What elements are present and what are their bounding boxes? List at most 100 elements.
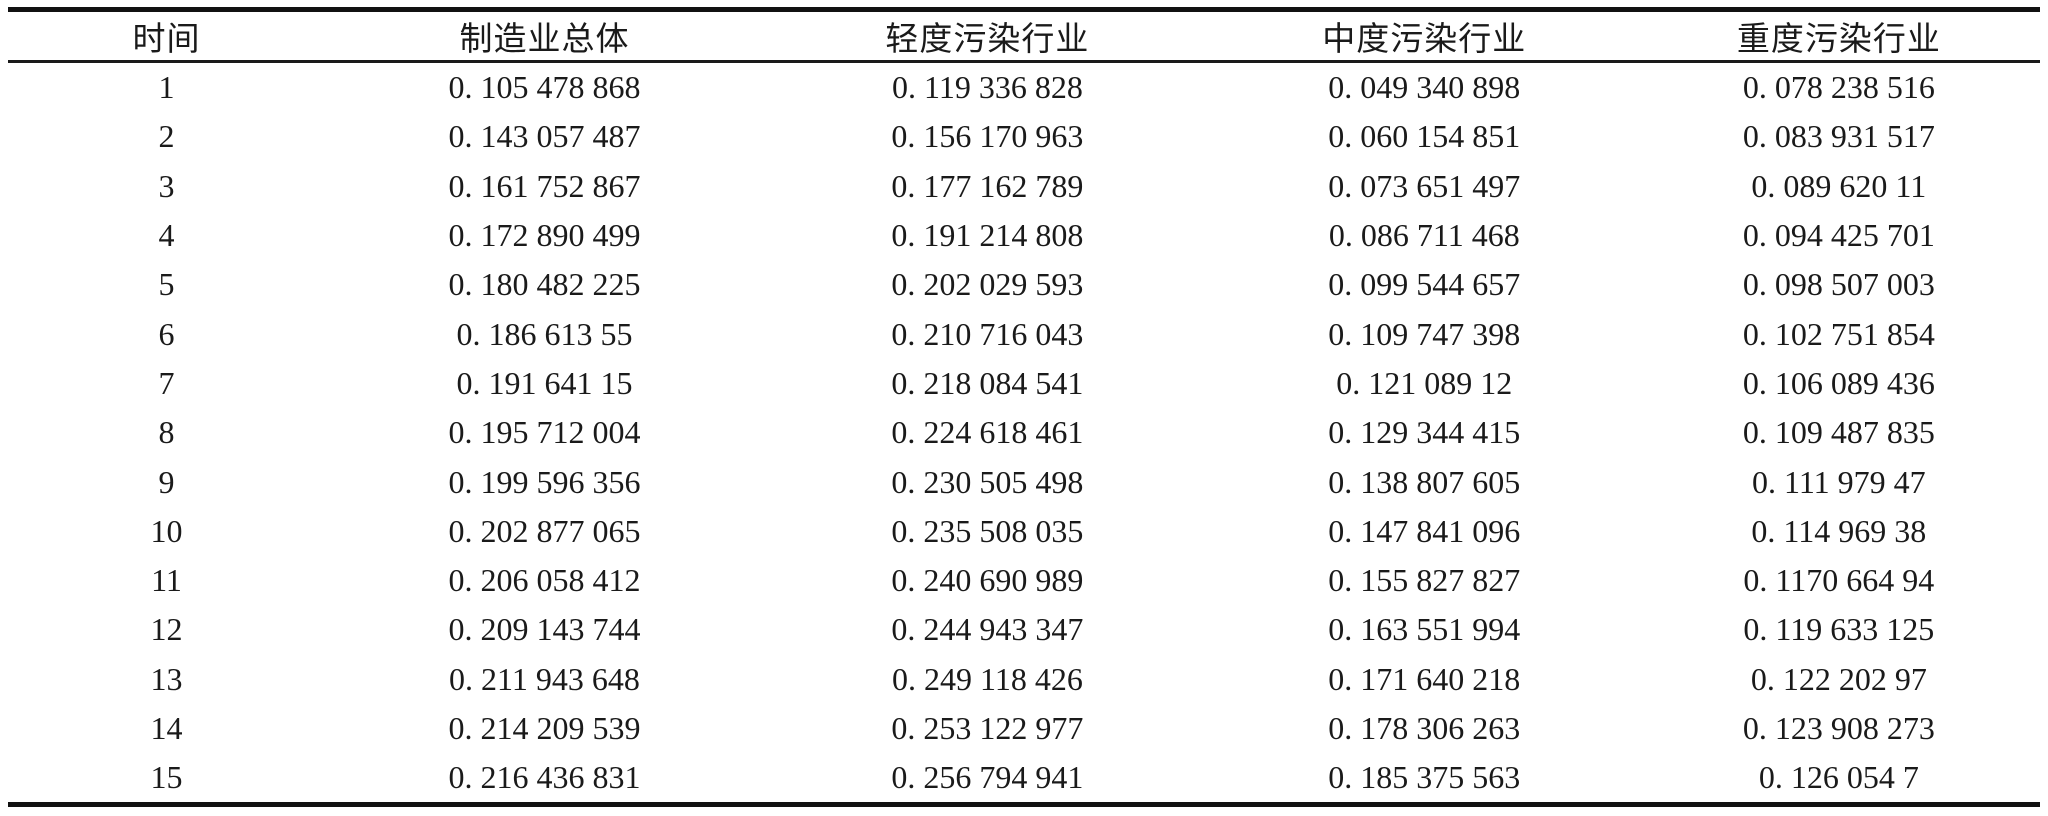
value-cell: 0. 109 747 398	[1328, 315, 1521, 352]
value-cell: 0. 119 633 125	[1743, 611, 1935, 648]
table-row: 15 0. 216 436 831 0. 256 794 941 0. 185 375…	[8, 753, 2040, 805]
value-cell: 0. 253 122 977	[891, 710, 1084, 746]
value-cell: 0. 099 544 657	[1328, 266, 1521, 303]
value-cell: 0. 178 306 263	[1328, 710, 1521, 746]
value-cell: 0. 211 943 648	[449, 660, 640, 697]
time-cell: 9	[158, 463, 175, 500]
value-cell: 0. 122 202 97	[1750, 660, 1927, 697]
time-cell: 3	[158, 167, 175, 204]
time-cell: 10	[150, 512, 183, 549]
value-cell: 0. 218 084 541	[891, 364, 1084, 401]
time-cell: 14	[150, 710, 183, 746]
value-cell: 0. 240 690 989	[891, 562, 1084, 599]
header-manufacturing-total: 制造业总体	[324, 9, 764, 63]
table-row: 11 0. 206 058 412 0. 240 690 989 0. 155 827…	[8, 556, 2040, 605]
value-cell: 0. 256 794 941	[891, 759, 1084, 796]
value-cell: 0. 102 751 854	[1742, 315, 1935, 352]
value-cell: 0. 060 154 851	[1328, 118, 1521, 155]
value-cell: 0. 199 596 356	[448, 463, 641, 500]
table-row: 9 0. 199 596 356 0. 230 505 498 0. 138 807 …	[8, 457, 2040, 506]
value-cell: 0. 1170 664 94	[1743, 562, 1935, 599]
value-cell: 0. 235 508 035	[891, 512, 1084, 549]
table-row: 8 0. 195 712 004 0. 224 618 461 0. 129 344 …	[8, 408, 2040, 457]
value-cell: 0. 155 827 827	[1328, 562, 1521, 599]
value-cell: 0. 210 716 043	[891, 315, 1084, 352]
value-cell: 0. 147 841 096	[1328, 512, 1521, 549]
value-cell: 0. 078 238 516	[1742, 69, 1935, 106]
value-cell: 0. 216 436 831	[448, 759, 641, 796]
table-row: 14 0. 214 209 539 0. 253 122 977 0. 178 306…	[8, 704, 2040, 753]
value-cell: 0. 177 162 789	[891, 167, 1084, 204]
time-cell: 4	[158, 217, 175, 254]
value-cell: 0. 156 170 963	[891, 118, 1084, 155]
table-row: 6 0. 186 613 55 0. 210 716 043 0. 109 747 3…	[8, 309, 2040, 358]
value-cell: 0. 109 487 835	[1742, 414, 1935, 451]
header-medium-pollution-industry: 中度污染行业	[1210, 9, 1638, 63]
value-cell: 0. 202 877 065	[448, 512, 641, 549]
table-row: 1 0. 105 478 868 0. 119 336 828 0. 049 340 …	[8, 62, 2040, 113]
value-cell: 0. 163 551 994	[1328, 611, 1521, 648]
value-cell: 0. 244 943 347	[891, 611, 1084, 648]
table-row: 4 0. 172 890 499 0. 191 214 808 0. 086 711 …	[8, 211, 2040, 260]
table-row: 7 0. 191 641 15 0. 218 084 541 0. 121 089 1…	[8, 359, 2040, 408]
value-cell: 0. 161 752 867	[448, 167, 641, 204]
data-table: 时间 制造业总体 轻度污染行业 中度污染行业 重度污染行业 1 0. 105 47…	[8, 7, 2040, 808]
value-cell: 0. 172 890 499	[448, 217, 641, 254]
value-cell: 0. 249 118 426	[892, 660, 1083, 697]
value-cell: 0. 230 505 498	[891, 463, 1084, 500]
time-cell: 15	[150, 759, 183, 796]
value-cell: 0. 105 478 868	[448, 69, 641, 106]
value-cell: 0. 191 214 808	[891, 217, 1084, 254]
value-cell: 0. 089 620 11	[1751, 167, 1927, 204]
value-cell: 0. 180 482 225	[448, 266, 641, 303]
value-cell: 0. 185 375 563	[1328, 759, 1521, 796]
value-cell: 0. 195 712 004	[448, 414, 641, 451]
value-cell: 0. 114 969 38	[1751, 512, 1927, 549]
value-cell: 0. 138 807 605	[1328, 463, 1521, 500]
value-cell: 0. 202 029 593	[891, 266, 1084, 303]
time-cell: 12	[150, 611, 183, 648]
value-cell: 0. 121 089 12	[1336, 364, 1513, 401]
value-cell: 0. 129 344 415	[1328, 414, 1521, 451]
value-cell: 0. 086 711 468	[1328, 217, 1520, 254]
value-cell: 0. 206 058 412	[448, 562, 641, 599]
time-cell: 5	[158, 266, 175, 303]
value-cell: 0. 111 979 47	[1752, 463, 1926, 500]
value-cell: 0. 186 613 55	[456, 315, 633, 352]
time-cell: 2	[158, 118, 175, 155]
value-cell: 0. 209 143 744	[448, 611, 641, 648]
value-cell: 0. 143 057 487	[448, 118, 641, 155]
value-cell: 0. 083 931 517	[1742, 118, 1935, 155]
header-time: 时间	[8, 9, 325, 63]
value-cell: 0. 214 209 539	[448, 710, 641, 746]
table-row: 10 0. 202 877 065 0. 235 508 035 0. 147 841…	[8, 507, 2040, 556]
time-cell: 1	[158, 69, 175, 106]
value-cell: 0. 098 507 003	[1742, 266, 1935, 303]
table-header: 时间 制造业总体 轻度污染行业 中度污染行业 重度污染行业	[8, 9, 2040, 63]
header-heavy-pollution-industry: 重度污染行业	[1637, 9, 2040, 63]
table-row: 5 0. 180 482 225 0. 202 029 593 0. 099 544 …	[8, 260, 2040, 309]
header-light-pollution-industry: 轻度污染行业	[763, 9, 1211, 63]
value-cell: 0. 049 340 898	[1328, 69, 1521, 106]
value-cell: 0. 106 089 436	[1742, 364, 1935, 401]
value-cell: 0. 094 425 701	[1742, 217, 1935, 254]
value-cell: 0. 171 640 218	[1328, 660, 1521, 697]
value-cell: 0. 126 054 7	[1758, 759, 1919, 796]
table-row: 2 0. 143 057 487 0. 156 170 963 0. 060 154 …	[8, 112, 2040, 161]
time-cell: 7	[158, 364, 175, 401]
table-body: 1 0. 105 478 868 0. 119 336 828 0. 049 340 …	[8, 62, 2040, 805]
table-row: 12 0. 209 143 744 0. 244 943 347 0. 163 551…	[8, 605, 2040, 654]
time-cell: 11	[151, 562, 182, 599]
table-row: 3 0. 161 752 867 0. 177 162 789 0. 073 651 …	[8, 162, 2040, 211]
value-cell: 0. 224 618 461	[891, 414, 1084, 451]
header-row: 时间 制造业总体 轻度污染行业 中度污染行业 重度污染行业	[8, 9, 2040, 63]
value-cell: 0. 123 908 273	[1742, 710, 1935, 746]
value-cell: 0. 119 336 828	[892, 69, 1083, 106]
time-cell: 8	[158, 414, 175, 451]
time-cell: 6	[158, 315, 175, 352]
time-cell: 13	[150, 660, 183, 697]
value-cell: 0. 073 651 497	[1328, 167, 1521, 204]
table-row: 13 0. 211 943 648 0. 249 118 426 0. 171 640…	[8, 655, 2040, 704]
value-cell: 0. 191 641 15	[456, 364, 633, 401]
